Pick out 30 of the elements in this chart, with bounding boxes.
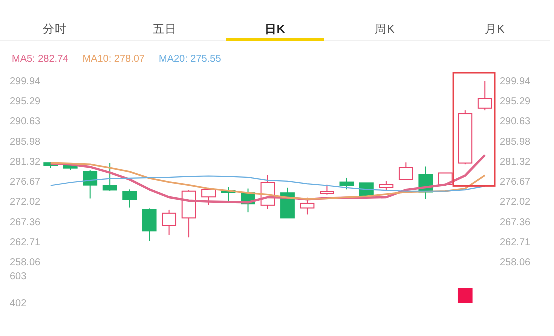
y2-tick-label: 295.29 bbox=[500, 96, 532, 108]
y-tick-label: 299.94 bbox=[10, 76, 42, 88]
y2-tick-label: 262.71 bbox=[500, 237, 532, 248]
text: 五日 bbox=[153, 23, 177, 36]
text: 月K bbox=[485, 23, 506, 36]
y-tick-label: 281.32 bbox=[10, 156, 42, 168]
y2-tick-label: 267.36 bbox=[500, 217, 532, 228]
y2-tick-label: 285.98 bbox=[500, 136, 532, 148]
y-tick-label: 285.98 bbox=[10, 136, 42, 148]
text: 分时 bbox=[43, 23, 67, 36]
y-tick-label: 603 bbox=[10, 272, 28, 282]
y-tick-label: 267.36 bbox=[10, 217, 42, 228]
y-tick-label: 290.63 bbox=[10, 116, 42, 128]
text: 周K bbox=[375, 23, 396, 36]
y-tick-label: 295.29 bbox=[10, 96, 42, 108]
y2-tick-label: 281.32 bbox=[500, 156, 532, 168]
y2-tick-label: 258.06 bbox=[500, 258, 532, 268]
y2-tick-label: 299.94 bbox=[500, 76, 532, 88]
y2-tick-label: 276.67 bbox=[500, 177, 532, 188]
y2-tick-label: 290.63 bbox=[500, 116, 532, 128]
y-tick-label: 272.02 bbox=[10, 197, 42, 208]
text: MA5: 282.74 bbox=[12, 54, 70, 65]
text: MA10: 278.07 bbox=[82, 54, 146, 65]
text: 日K bbox=[264, 23, 286, 36]
y-tick-label: 258.06 bbox=[10, 258, 42, 268]
y-tick-label: 262.71 bbox=[10, 237, 42, 248]
y-tick-label: 402 bbox=[10, 298, 28, 310]
text: MA20: 275.55 bbox=[158, 54, 222, 65]
y-tick-label: 276.67 bbox=[10, 177, 42, 188]
y2-tick-label: 272.02 bbox=[500, 197, 532, 208]
